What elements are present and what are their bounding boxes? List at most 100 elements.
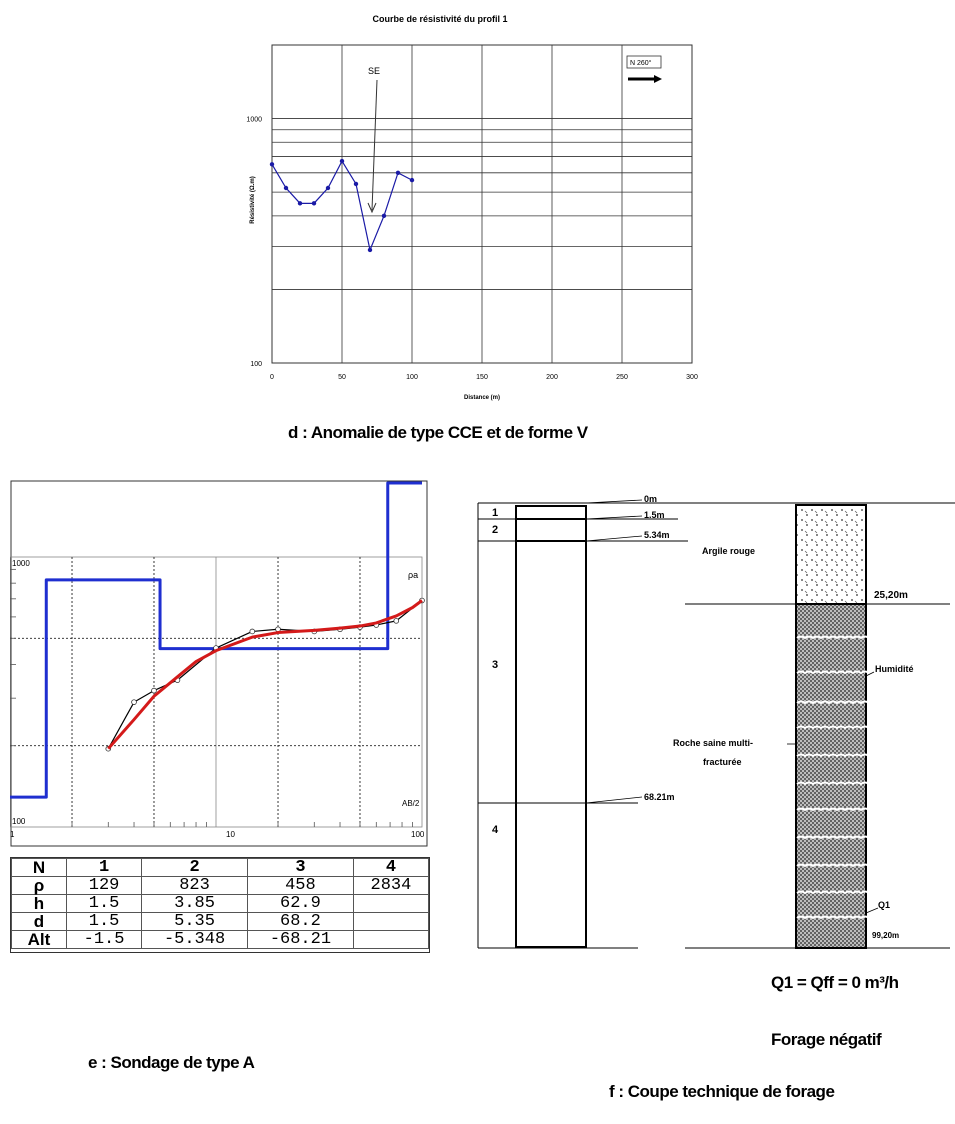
chart1-data-point xyxy=(381,213,387,219)
table-header-cell: N xyxy=(11,858,67,877)
flow-rate-text: Q1 = Qff = 0 m³/h xyxy=(771,973,899,992)
table-cell: 823 xyxy=(141,876,248,895)
sounding-measured-point xyxy=(249,628,256,635)
direction-arrow-head xyxy=(654,75,662,83)
sounding-measured-point xyxy=(151,687,157,694)
layer-number-1: 1 xyxy=(492,507,498,519)
chart1-title: Courbe de résistivité du profil 1 xyxy=(372,14,507,24)
sounding-y-bottom-label: 100 xyxy=(12,817,26,826)
table-row-header: Alt xyxy=(11,930,67,949)
table-row: h 1.5 3.85 62.9 xyxy=(11,894,430,913)
layer-parameter-table: N 1 2 3 4 ρ 129 823 458 2834 h 1.5 3.85 62.9 d 1.5 5.35 6… xyxy=(11,858,430,949)
sounding-grid xyxy=(10,557,422,827)
roche-layer xyxy=(795,603,867,949)
table-cell: -68.21 xyxy=(246,930,354,949)
layer-number-4: 4 xyxy=(492,824,499,836)
bottom-depth-label: 99,20m xyxy=(872,931,899,940)
q1-label: Q1 xyxy=(878,900,890,910)
sounding-series xyxy=(10,481,425,799)
table-row-header: h xyxy=(11,894,67,913)
fracture-line xyxy=(796,863,870,868)
depth-leader-0 xyxy=(585,499,643,504)
table-header-cell: 3 xyxy=(246,858,354,877)
sounding-model-line xyxy=(10,481,422,799)
q1-leader xyxy=(865,907,879,914)
chart1-data-point xyxy=(325,185,331,191)
table-cell xyxy=(352,930,430,949)
drill-log-diagram: 1 2 3 4 0m 1.5m 5.34m 68.21m Argile roug… xyxy=(477,494,955,949)
depth-label-0: 0m xyxy=(644,494,657,504)
chart1-x-tick-label: 100 xyxy=(406,374,418,381)
table-cell: 1.5 xyxy=(65,912,143,931)
table-cell: 2834 xyxy=(352,876,430,895)
chart1-x-tick-label: 150 xyxy=(476,374,488,381)
chart1-plot-frame xyxy=(271,44,693,364)
table-cell: 3.85 xyxy=(141,894,248,913)
fracture-line xyxy=(796,807,870,812)
table-cell: -5.348 xyxy=(141,930,248,949)
chart1-x-tick-label: 250 xyxy=(616,374,628,381)
chart1-x-tick-label: 200 xyxy=(546,374,558,381)
sounding-y-axis-label: ρa xyxy=(408,570,418,580)
depth-label-1: 1.5m xyxy=(644,510,665,520)
se-arrow-label: SE xyxy=(368,66,380,76)
sounding-measured-point xyxy=(393,618,400,624)
depth-leader-3 xyxy=(585,796,643,804)
chart1-grid xyxy=(272,44,692,363)
fracture-line xyxy=(796,753,870,758)
sounding-measured-point xyxy=(131,699,137,705)
humidite-label: Humidité xyxy=(875,664,914,674)
table-row-header: ρ xyxy=(11,876,67,895)
chart1-y-tick-label: 1000 xyxy=(246,117,262,124)
sounding-chart-frame xyxy=(10,480,428,847)
table-cell: 62.9 xyxy=(246,894,354,913)
fracture-line xyxy=(796,915,870,920)
argile-label: Argile rouge xyxy=(702,546,755,556)
table-header-cell: 1 xyxy=(65,858,143,877)
depth-label-2: 5.34m xyxy=(644,530,670,540)
flow-rate: Q1 = Qff = 0 m³/h xyxy=(771,973,899,993)
chart1-data-point xyxy=(283,185,289,191)
chart1-data-point xyxy=(269,162,275,167)
layer-number-3: 3 xyxy=(492,659,498,671)
sounding-fitted-line xyxy=(107,599,423,750)
humidite-leader xyxy=(865,671,875,677)
table-cell: 458 xyxy=(246,876,354,895)
argile-layer xyxy=(795,504,867,605)
table-cell: 68.2 xyxy=(246,912,354,931)
caption-d: d : Anomalie de type CCE et de forme V xyxy=(288,423,588,442)
table-cell: 129 xyxy=(65,876,143,895)
chart1-data-point xyxy=(353,181,359,187)
chart1-x-axis-label: Distance (m) xyxy=(464,395,500,401)
chart1-data-point xyxy=(367,247,373,253)
table-cell xyxy=(352,912,430,931)
fracture-line xyxy=(796,700,870,705)
table-cell: 5.35 xyxy=(141,912,248,931)
fracture-lines xyxy=(796,635,870,920)
table-row-header: d xyxy=(11,912,67,931)
sounding-y-top-label: 1000 xyxy=(12,559,30,568)
chart1-data-point xyxy=(311,201,317,206)
casing-column xyxy=(515,505,587,948)
chart1-x-tick-label: 0 xyxy=(270,374,274,381)
forage-result: Forage négatif xyxy=(771,1030,882,1049)
sounding-x-mid-label: 10 xyxy=(226,830,235,839)
fracture-line xyxy=(796,670,870,675)
chart1-data-point xyxy=(339,158,345,164)
sounding-chart: 1000 100 1 10 100 ρa AB/2 xyxy=(10,480,428,847)
depth-leader-1 xyxy=(585,515,643,520)
depth-leader-2 xyxy=(585,535,643,542)
fracture-line xyxy=(796,725,870,730)
chart1-tick-labels: 0 50 100 150 200 250 300 1000 100 xyxy=(246,117,698,381)
table-cell: 1.5 xyxy=(65,894,143,913)
se-arrow xyxy=(371,79,378,211)
sounding-x-axis-label: AB/2 xyxy=(402,799,420,808)
chart1-data-point xyxy=(395,170,401,176)
sounding-x-right-label: 100 xyxy=(411,830,425,839)
fracture-line xyxy=(796,835,870,840)
table-row: d 1.5 5.35 68.2 xyxy=(11,912,430,931)
roche-label-line1: Roche saine multi- xyxy=(673,738,753,748)
depth-label-3: 68.21m xyxy=(644,792,675,802)
chart1-x-tick-label: 300 xyxy=(686,374,698,381)
